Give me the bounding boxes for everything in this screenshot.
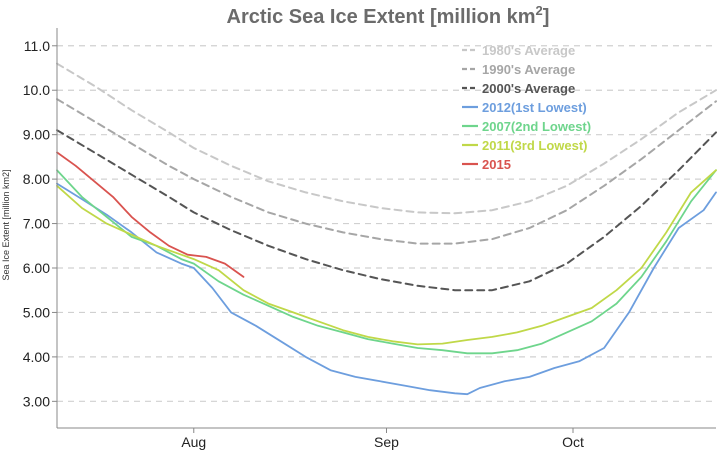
legend-label: 2011(3rd Lowest) bbox=[482, 138, 588, 153]
chart-legend: 1980's Average 1990's Average 2000's Avera… bbox=[462, 43, 591, 172]
y-tick-label: 5.00 bbox=[23, 304, 50, 320]
y-tick-label: 8.00 bbox=[23, 171, 50, 187]
grid-lines bbox=[57, 45, 716, 402]
series-lines bbox=[56, 62, 717, 396]
y-tick-label: 7.00 bbox=[23, 216, 50, 232]
series-line-1980-s-average bbox=[56, 62, 717, 215]
series-line-1990-s-average bbox=[56, 98, 717, 245]
y-tick-label: 11.0 bbox=[24, 38, 50, 54]
legend-label: 2007(2nd Lowest) bbox=[482, 119, 591, 134]
series-line-2012-1st-lowest bbox=[56, 182, 717, 396]
series-line-2015 bbox=[56, 151, 245, 278]
y-tick-label: 9.00 bbox=[23, 127, 50, 143]
y-tick-label: 10.0 bbox=[23, 82, 50, 98]
legend-label: 1990's Average bbox=[482, 62, 575, 77]
x-tick-label: Oct bbox=[562, 434, 584, 450]
legend-label: 2012(1st Lowest) bbox=[482, 100, 587, 115]
series-line-2000-s-average bbox=[56, 129, 717, 292]
legend-label: 2000's Average bbox=[482, 81, 575, 96]
y-axis-label: Sea Ice Extent [million km2] bbox=[1, 169, 11, 280]
legend-label: 2015 bbox=[482, 157, 511, 172]
y-tick-label: 6.00 bbox=[23, 260, 50, 276]
y-tick-label: 4.00 bbox=[23, 349, 50, 365]
x-axis-ticks: Aug Sep Oct bbox=[181, 428, 584, 450]
legend-label: 1980's Average bbox=[482, 43, 575, 58]
y-tick-label: 3.00 bbox=[23, 393, 50, 409]
y-axis-ticks: 3.00 4.00 5.00 6.00 7.00 8.00 9.00 10.0 11.0 bbox=[23, 38, 57, 409]
x-tick-label: Aug bbox=[181, 434, 206, 450]
series-line-2011-3rd-lowest bbox=[56, 169, 717, 346]
x-tick-label: Sep bbox=[374, 434, 399, 450]
chart-title: Arctic Sea Ice Extent [million km2] bbox=[227, 3, 550, 28]
series-line-2007-2nd-lowest bbox=[56, 169, 717, 355]
